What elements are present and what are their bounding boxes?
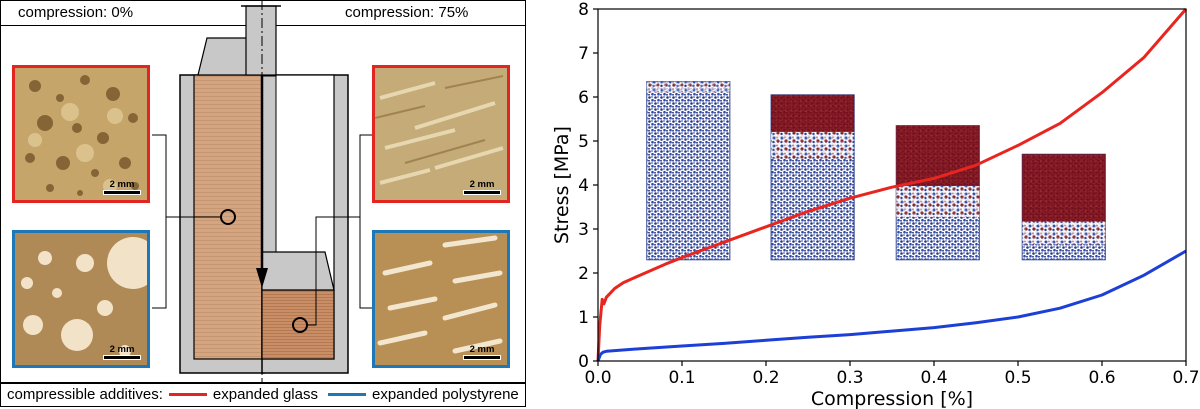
x-axis-label: Compression [%] (811, 388, 973, 409)
series-line-1 (596, 249, 1187, 362)
y-tick-label: 8 (578, 0, 589, 20)
x-tick-label: 0.0 (584, 368, 611, 388)
legend-prefix: compressible additives: (7, 386, 163, 403)
simulation-inset-1-compacted-zone (771, 94, 855, 132)
y-tick-label: 1 (578, 308, 589, 328)
y-tick-label: 4 (578, 176, 589, 196)
simulation-inset-0-top-zone (646, 81, 730, 93)
x-tick-label: 0.1 (668, 368, 695, 388)
simulation-inset-3-mixed-zone (1022, 221, 1106, 245)
y-axis-label: Stress [MPa] (551, 126, 573, 244)
compression-arrow (256, 75, 268, 288)
legend-label-expanded-polystyrene: expanded polystyrene (372, 386, 519, 403)
y-tick-label: 6 (578, 88, 589, 108)
x-tick-label: 0.4 (920, 368, 947, 388)
scale-bar: 2 mm (103, 345, 141, 360)
scale-bar: 2 mm (463, 345, 501, 360)
compressed-glass-texture-image (375, 68, 507, 200)
piston-uncompressed (197, 5, 281, 76)
legend-line-expanded-polystyrene (328, 393, 366, 396)
label-compression-75: compression: 75% (345, 4, 469, 21)
additives-legend: compressible additives: expanded glass e… (0, 382, 526, 407)
connector-right-lower (359, 217, 372, 309)
photo-polystyrene-compressed: 2 mm (372, 230, 510, 368)
x-tick-label: 0.6 (1088, 368, 1115, 388)
scale-bar: 2 mm (103, 180, 141, 195)
polystyrene-texture-image (15, 233, 147, 365)
simulation-inset-0 (646, 81, 731, 261)
y-tick-label: 5 (578, 132, 589, 152)
compression-cell-diagram (152, 0, 372, 384)
photo-expanded-glass-compressed: 2 mm (372, 65, 510, 203)
x-tick-label: 0.7 (1172, 368, 1199, 388)
x-tick-label: 0.5 (1004, 368, 1031, 388)
legend-line-expanded-glass (168, 393, 207, 396)
connector-right (307, 134, 372, 326)
stress-compression-chart: 0.0 0.1 0.2 0.3 0.4 0.5 0.6 0.7 0 1 2 3 4 5 6 7 8 Compres… (551, 0, 1200, 409)
y-tick-label: 3 (578, 220, 589, 240)
connector-left-lower (152, 217, 167, 309)
y-tick-label: 0 (578, 352, 589, 372)
cylinder-uncompressed (179, 74, 265, 374)
photo-expanded-glass-uncompressed: 2 mm (12, 65, 150, 203)
series-line-0 (596, 8, 1188, 362)
y-tick-label: 7 (578, 44, 589, 64)
connector-left (152, 134, 221, 218)
legend-label-expanded-glass: expanded glass (212, 386, 318, 403)
compression-schematic-panel: compression: 0% compression: 75% (0, 0, 526, 407)
porous-texture-image (15, 68, 147, 200)
label-compression-0: compression: 0% (18, 4, 134, 21)
x-tick-label: 0.2 (752, 368, 779, 388)
x-tick-label: 0.3 (836, 368, 863, 388)
simulation-inset-2-mixed-zone (896, 185, 980, 217)
y-tick-label: 2 (578, 264, 589, 284)
simulation-inset-1-mixed-zone (771, 131, 855, 159)
compressed-polystyrene-texture-image (375, 233, 507, 365)
scale-bar: 2 mm (463, 180, 501, 195)
simulation-inset-3-compacted-zone (1022, 154, 1106, 222)
photo-polystyrene-uncompressed: 2 mm (12, 230, 150, 368)
